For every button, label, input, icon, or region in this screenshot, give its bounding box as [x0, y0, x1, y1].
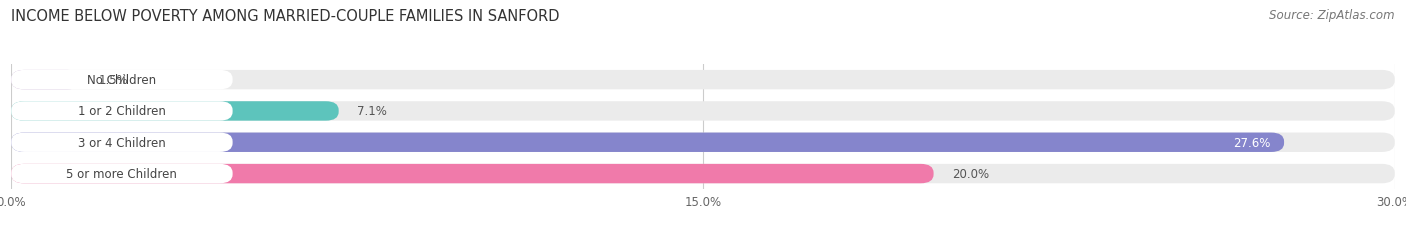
- FancyBboxPatch shape: [11, 71, 232, 90]
- Text: 5 or more Children: 5 or more Children: [66, 167, 177, 180]
- FancyBboxPatch shape: [11, 71, 80, 90]
- FancyBboxPatch shape: [11, 102, 232, 121]
- FancyBboxPatch shape: [11, 164, 232, 183]
- Text: 3 or 4 Children: 3 or 4 Children: [79, 136, 166, 149]
- FancyBboxPatch shape: [11, 133, 1395, 152]
- FancyBboxPatch shape: [11, 102, 339, 121]
- FancyBboxPatch shape: [11, 71, 1395, 90]
- Text: Source: ZipAtlas.com: Source: ZipAtlas.com: [1270, 9, 1395, 22]
- Text: 1 or 2 Children: 1 or 2 Children: [77, 105, 166, 118]
- Text: No Children: No Children: [87, 74, 156, 87]
- FancyBboxPatch shape: [11, 164, 1395, 183]
- Text: 20.0%: 20.0%: [952, 167, 990, 180]
- FancyBboxPatch shape: [11, 102, 1395, 121]
- Text: 7.1%: 7.1%: [357, 105, 387, 118]
- Text: 1.5%: 1.5%: [98, 74, 128, 87]
- Text: 27.6%: 27.6%: [1233, 136, 1270, 149]
- FancyBboxPatch shape: [11, 164, 934, 183]
- FancyBboxPatch shape: [11, 133, 1284, 152]
- Text: INCOME BELOW POVERTY AMONG MARRIED-COUPLE FAMILIES IN SANFORD: INCOME BELOW POVERTY AMONG MARRIED-COUPL…: [11, 9, 560, 24]
- FancyBboxPatch shape: [11, 133, 232, 152]
